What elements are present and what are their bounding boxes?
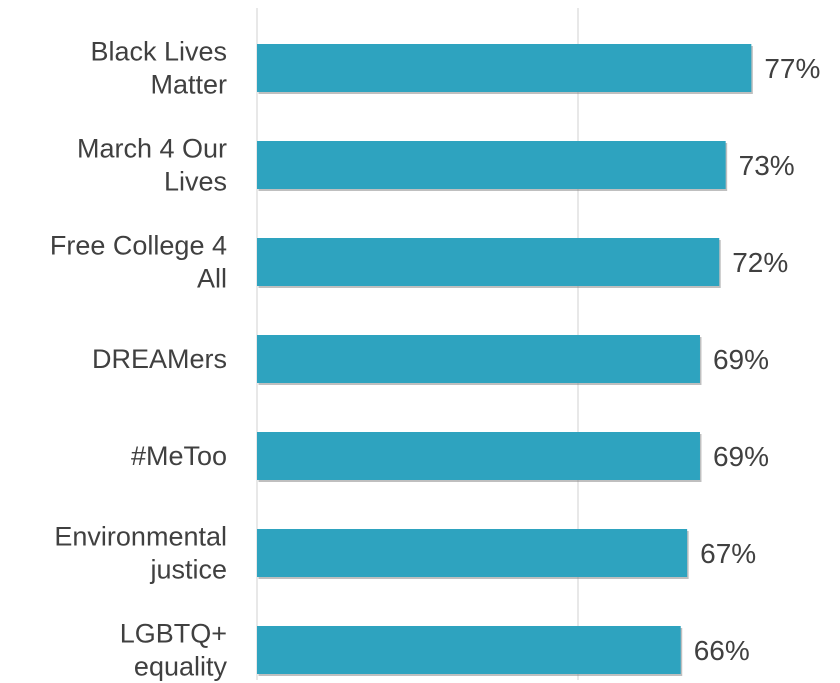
value-label-0: 77% xyxy=(764,53,820,84)
value-label-2: 72% xyxy=(732,247,788,278)
category-label-0-line-0: Black Lives xyxy=(90,37,227,67)
bar-4 xyxy=(257,432,700,480)
bar-3 xyxy=(257,335,700,383)
category-label-6-line-0: LGBTQ+ xyxy=(120,619,227,649)
category-label-3-line-0: DREAMers xyxy=(92,344,227,374)
bar-5 xyxy=(257,529,687,577)
bar-0 xyxy=(257,44,751,92)
value-label-6: 66% xyxy=(694,635,750,666)
category-label-0-line-1: Matter xyxy=(150,70,227,100)
value-label-4: 69% xyxy=(713,441,769,472)
value-label-3: 69% xyxy=(713,344,769,375)
category-label-5-line-0: Environmental xyxy=(54,522,227,552)
value-label-5: 67% xyxy=(700,538,756,569)
bar-6 xyxy=(257,626,681,674)
category-label-5-line-1: justice xyxy=(149,555,227,585)
category-label-6-line-1: equality xyxy=(134,652,228,682)
bar-2 xyxy=(257,238,719,286)
bars xyxy=(257,44,753,676)
category-label-2-line-0: Free College 4 xyxy=(50,231,227,261)
category-label-4-line-0: #MeToo xyxy=(131,441,227,471)
category-label-2-line-1: All xyxy=(197,264,227,294)
value-label-1: 73% xyxy=(739,150,795,181)
bar-1 xyxy=(257,141,726,189)
category-label-1-line-1: Lives xyxy=(164,167,227,197)
category-label-1-line-0: March 4 Our xyxy=(77,134,227,164)
